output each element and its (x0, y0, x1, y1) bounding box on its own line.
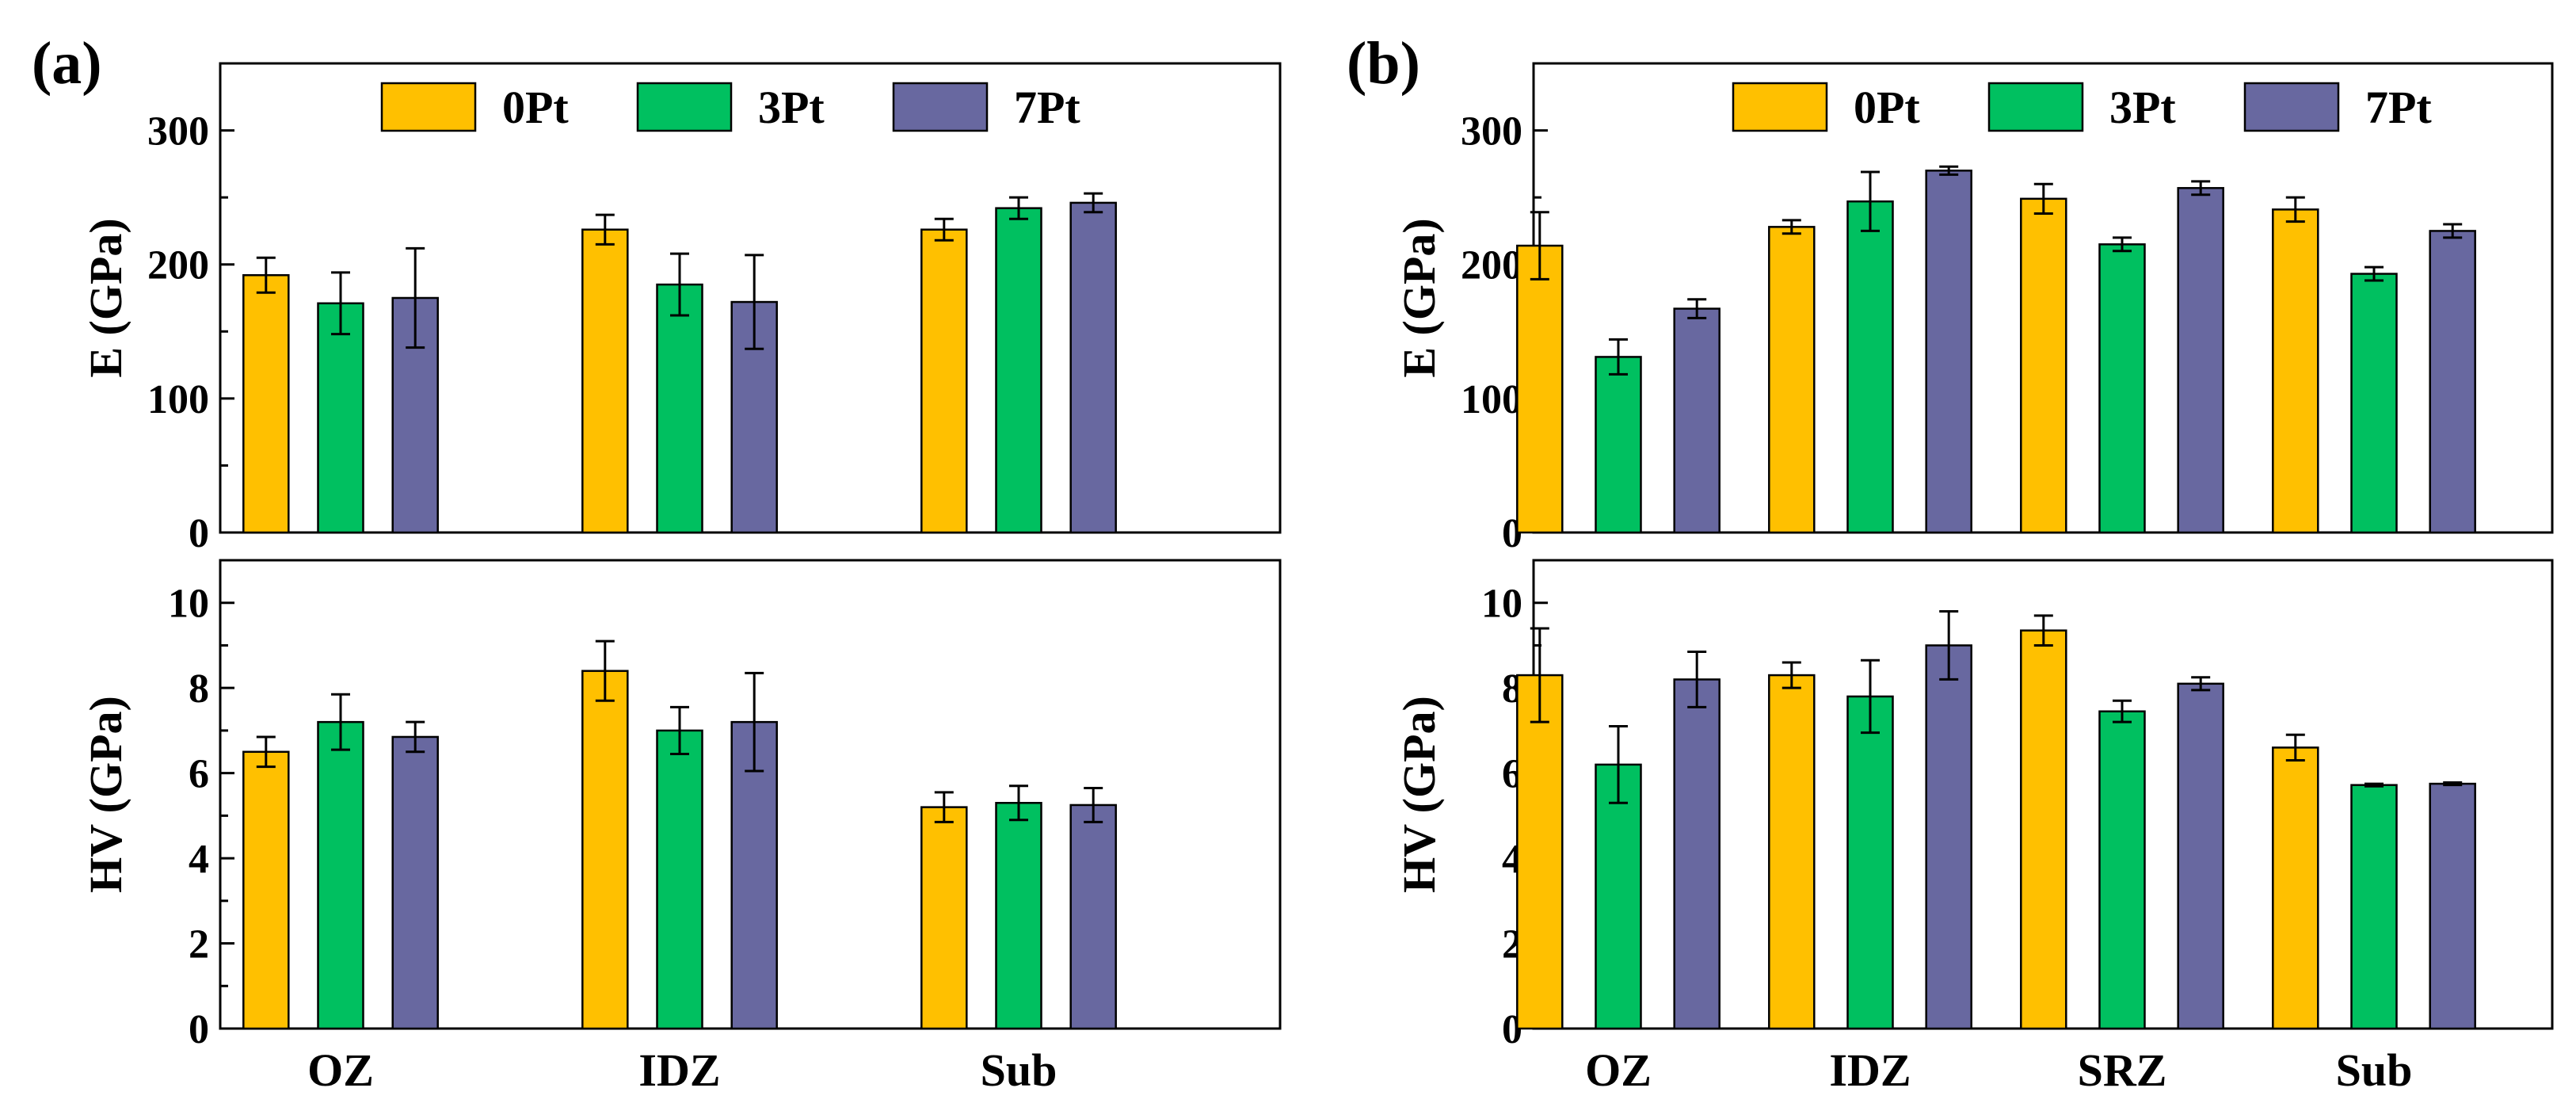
x-tick-label-SRZ: SRZ (2078, 1044, 2167, 1096)
bar-7Pt-IDZ (1925, 644, 1972, 1030)
bar-7Pt-SRZ (2177, 682, 2224, 1030)
bar-3Pt-Sub (995, 801, 1042, 1030)
y-axis-label: HV (GPa) (1393, 696, 1445, 893)
legend-label-3Pt: 3Pt (2109, 82, 2176, 133)
legend: 0Pt 3Pt 7Pt (1732, 82, 2432, 133)
bar-3Pt-Sub (2350, 273, 2398, 534)
y-tick-label: 100 (1461, 377, 1522, 422)
bar-3Pt-OZ (1595, 356, 1642, 534)
bar-3Pt-IDZ (656, 729, 703, 1030)
bar-3Pt-IDZ (1846, 200, 1894, 534)
y-axis-label: E (GPa) (80, 218, 131, 377)
bar-0Pt-OZ (242, 750, 290, 1030)
y-tick-label: 300 (147, 109, 209, 155)
legend-swatch-7Pt (2243, 82, 2340, 132)
x-tick-label-Sub: Sub (981, 1044, 1057, 1096)
y-tick-label: 10 (1481, 582, 1522, 627)
bar-0Pt-SRZ (2020, 197, 2067, 534)
bar-3Pt-SRZ (2098, 710, 2146, 1030)
legend-label-7Pt: 7Pt (1014, 82, 1080, 133)
bar-7Pt-SRZ (2177, 187, 2224, 534)
bar-7Pt-Sub (1069, 201, 1117, 534)
legend-label-3Pt: 3Pt (758, 82, 825, 133)
legend-swatch-7Pt (892, 82, 989, 132)
y-tick-label: 10 (168, 582, 209, 627)
bar-3Pt-IDZ (656, 283, 703, 534)
bar-0Pt-IDZ (1768, 674, 1816, 1030)
y-tick-label: 200 (1461, 243, 1522, 288)
legend-swatch-3Pt (636, 82, 733, 132)
bar-7Pt-OZ (391, 735, 439, 1030)
plot-a-hardness: 0 2 4 6 8 10 HV (GPa) OZ IDZ Sub (80, 559, 1282, 1096)
y-axis-label: HV (GPa) (80, 696, 131, 893)
plot-a-modulus: 0 100 200 300 E (GPa) 0Pt 3Pt 7Pt (80, 62, 1282, 556)
y-tick-label: 8 (189, 666, 209, 712)
bar-0Pt-Sub (2272, 208, 2319, 534)
y-tick-label: 6 (189, 752, 209, 797)
bar-0Pt-IDZ (581, 670, 629, 1030)
legend-label-7Pt: 7Pt (2365, 82, 2432, 133)
bar-7Pt-Sub (2429, 230, 2476, 534)
x-tick-label-IDZ: IDZ (638, 1044, 720, 1096)
bar-3Pt-Sub (2350, 784, 2398, 1030)
y-tick-label: 0 (189, 1007, 209, 1052)
y-tick-label: 4 (189, 837, 209, 882)
bar-0Pt-OZ (1516, 244, 1564, 534)
y-tick-label: 100 (147, 377, 209, 422)
bar-0Pt-SRZ (2020, 629, 2067, 1030)
bar-0Pt-OZ (242, 273, 290, 534)
bar-0Pt-Sub (920, 228, 968, 534)
x-tick-label-OZ: OZ (307, 1044, 374, 1096)
bar-7Pt-IDZ (730, 720, 778, 1030)
y-tick-label: 300 (1461, 109, 1522, 155)
bar-7Pt-Sub (1069, 804, 1117, 1030)
panel-label-b: (b) (1347, 30, 1420, 97)
x-tick-label-OZ: OZ (1585, 1044, 1652, 1096)
bar-0Pt-IDZ (581, 228, 629, 534)
legend-swatch-0Pt (1732, 82, 1828, 132)
bar-7Pt-IDZ (1925, 170, 1972, 534)
bar-0Pt-Sub (2272, 746, 2319, 1030)
bar-3Pt-SRZ (2098, 243, 2146, 534)
legend-swatch-3Pt (1987, 82, 2084, 132)
y-tick-label: 0 (189, 511, 209, 556)
y-tick-label: 200 (147, 243, 209, 288)
legend-label-0Pt: 0Pt (502, 82, 569, 133)
legend: 0Pt 3Pt 7Pt (380, 82, 1080, 133)
bar-7Pt-OZ (1673, 678, 1721, 1030)
legend-label-0Pt: 0Pt (1854, 82, 1920, 133)
bar-3Pt-OZ (317, 302, 364, 534)
bar-3Pt-OZ (1595, 763, 1642, 1030)
bar-3Pt-Sub (995, 207, 1042, 534)
legend-swatch-0Pt (380, 82, 477, 132)
bar-0Pt-IDZ (1768, 226, 1816, 534)
x-tick-label-Sub: Sub (2336, 1044, 2413, 1096)
bar-0Pt-OZ (1516, 674, 1564, 1030)
y-tick-label: 2 (189, 922, 209, 968)
bar-7Pt-OZ (1673, 307, 1721, 534)
panel-label-a: (a) (32, 30, 102, 97)
x-tick-label-IDZ: IDZ (1829, 1044, 1911, 1096)
bar-7Pt-Sub (2429, 782, 2476, 1030)
y-axis-label: E (GPa) (1393, 218, 1445, 377)
bar-3Pt-OZ (317, 720, 364, 1030)
bar-0Pt-Sub (920, 806, 968, 1030)
bar-3Pt-IDZ (1846, 695, 1894, 1030)
